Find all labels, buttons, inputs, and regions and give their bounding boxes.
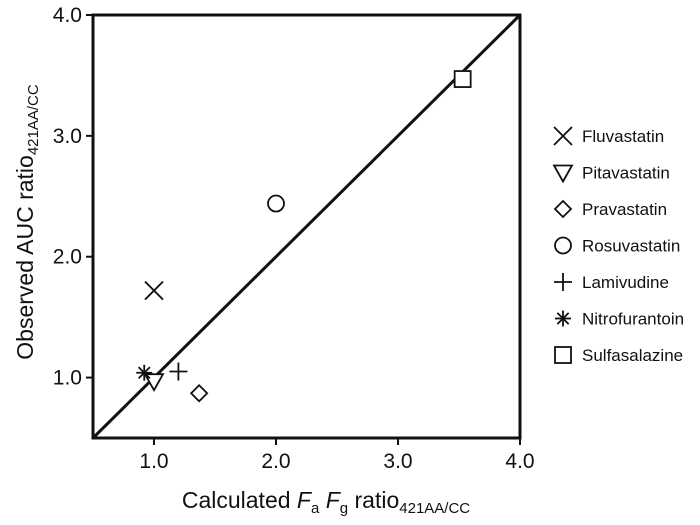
point-lamivudine: [169, 362, 188, 381]
x-axis-label: Calculated Fa Fg ratio421AA/CC: [182, 487, 470, 517]
legend-label-pitavastatin: Pitavastatin: [582, 164, 670, 183]
point-rosuvastatin: [267, 194, 285, 213]
identity-line: [91, 13, 522, 440]
legend-marker-fluvastatin: [553, 126, 573, 146]
x-tick-label: 3.0: [383, 450, 412, 473]
point-pravastatin: [189, 384, 209, 403]
legend-marker-pitavastatin: [552, 164, 574, 184]
legend: Fluvastatin Pitavastatin Pravastatin Rosuva…: [552, 126, 684, 365]
x-tick-label: 1.0: [139, 450, 168, 473]
point-nitrofurantoin: [136, 364, 153, 381]
legend-label-nitrofurantoin: Nitrofurantoin: [582, 310, 684, 329]
y-tick-label: 4.0: [53, 4, 82, 27]
point-sulfasalazine: [453, 70, 472, 88]
plot-frame: [91, 13, 522, 440]
y-tick-label: 3.0: [53, 125, 82, 148]
plot-area: 1.0 2.0 3.0 4.0 1.0 2.0 3.0 4.0: [53, 4, 535, 473]
legend-marker-pravastatin: [553, 199, 573, 219]
x-tick-label: 2.0: [261, 450, 290, 473]
y-tick-label: 2.0: [53, 246, 82, 269]
legend-label-sulfasalazine: Sulfasalazine: [582, 346, 683, 365]
legend-marker-sulfasalazine: [554, 346, 572, 364]
legend-label-fluvastatin: Fluvastatin: [582, 127, 664, 146]
x-tick-label: 4.0: [505, 450, 534, 473]
point-fluvastatin: [144, 280, 164, 301]
legend-label-rosuvastatin: Rosuvastatin: [582, 237, 680, 256]
legend-label-lamivudine: Lamivudine: [582, 273, 669, 292]
legend-marker-rosuvastatin: [554, 236, 572, 255]
y-tick-label: 1.0: [53, 367, 82, 390]
legend-label-pravastatin: Pravastatin: [582, 200, 667, 219]
y-axis-label: Observed AUC ratio421AA/CC: [12, 84, 42, 360]
legend-marker-lamivudine: [554, 273, 572, 291]
legend-marker-nitrofurantoin: [555, 310, 571, 327]
